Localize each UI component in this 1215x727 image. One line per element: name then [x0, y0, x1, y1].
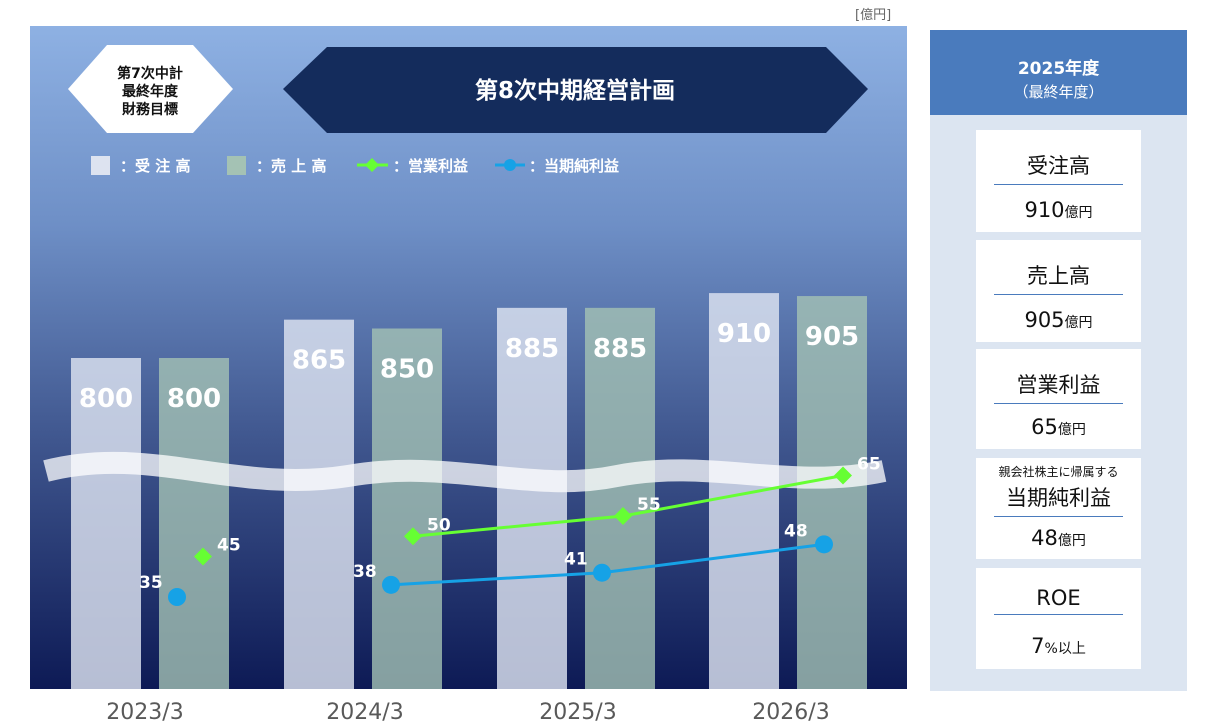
bar-value-label: 850 [380, 355, 434, 385]
summary-year: 2025年度 [1017, 59, 1100, 79]
legend-swatch-sales [227, 156, 246, 175]
operating-profit-label: 55 [637, 495, 661, 515]
card-label: 売上高 [994, 260, 1123, 295]
bar [372, 328, 442, 689]
summary-panel: 2025年度 （最終年度） 受注高 910億円 売上高 905億円 営業利益 6… [930, 30, 1187, 691]
chart: 第7次中計 最終年度 財務目標 第8次中期経営計画 ：受 注 高 ：売 上 高 ：営… [43, 45, 887, 689]
legend-label-orders: ：受 注 高 [120, 157, 190, 175]
line-series: 45 50 55 65 35 38 41 48 [139, 455, 881, 606]
card-value: 65億円 [1031, 415, 1086, 439]
card-roe: ROE 7%以上 [976, 568, 1141, 669]
summary-header: 2025年度 （最終年度） [930, 30, 1187, 115]
x-tick-label: 2023/3 [106, 700, 184, 725]
bar [284, 319, 354, 689]
unit-label: [億円] [855, 8, 892, 23]
operating-profit-point [614, 507, 632, 525]
previous-plan-badge [68, 45, 233, 133]
card-sales: 売上高 905億円 [976, 240, 1141, 342]
x-tick-label: 2025/3 [539, 700, 617, 725]
legend: ：受 注 高 ：売 上 高 ：営業利益 ：当期純利益 [91, 156, 619, 175]
net-income-point [593, 563, 611, 582]
badge-line-1: 第7次中計 [117, 65, 183, 82]
bar [497, 307, 567, 689]
legend-marker-net-income [504, 159, 516, 171]
card-value: 905億円 [1024, 308, 1093, 332]
bar-value-label: 910 [717, 319, 771, 349]
bar [71, 358, 141, 689]
card-orders: 受注高 910億円 [976, 130, 1141, 232]
legend-label-operating-profit: ：営業利益 [393, 157, 468, 175]
axis-break-wave [43, 451, 887, 493]
card-value: 7%以上 [1031, 634, 1086, 658]
bar [585, 307, 655, 689]
operating-profit-point [834, 466, 852, 485]
legend-marker-operating-profit [365, 158, 379, 172]
net-income-label: 35 [139, 573, 163, 593]
net-income-point [168, 588, 186, 606]
plan-title: 第8次中期経営計画 [475, 77, 675, 104]
operating-profit-point [404, 527, 422, 546]
badge-line-2: 最終年度 [122, 83, 179, 100]
card-operating-profit: 営業利益 65億円 [976, 349, 1141, 449]
x-tick-label: 2024/3 [326, 700, 404, 725]
bar [709, 293, 779, 689]
operating-profit-label: 65 [857, 455, 881, 475]
net-income-point [815, 535, 833, 554]
bar-value-label: 865 [292, 346, 346, 376]
legend-label-sales: ：売 上 高 [256, 157, 326, 175]
bar-series: 800 800 865 850 885 885 910 905 [71, 293, 867, 689]
legend-label-net-income: ：当期純利益 [529, 157, 619, 175]
card-value: 48億円 [1031, 526, 1086, 550]
card-net-income: 親会社株主に帰属する 当期純利益 48億円 [976, 458, 1141, 559]
card-note: 親会社株主に帰属する [998, 465, 1119, 479]
bar-value-label: 885 [505, 334, 559, 364]
bar-value-label: 800 [167, 384, 221, 414]
card-label: ROE [994, 586, 1123, 615]
operating-profit-label: 50 [427, 515, 451, 535]
net-income-label: 48 [784, 521, 808, 541]
bar [797, 296, 867, 689]
operating-profit-point [194, 547, 212, 566]
summary-sub: （最終年度） [1013, 83, 1104, 101]
legend-swatch-orders [91, 156, 110, 175]
operating-profit-label: 45 [217, 536, 241, 556]
net-income-label: 38 [353, 562, 377, 582]
badge-line-3: 財務目標 [121, 101, 178, 118]
card-value: 910億円 [1024, 198, 1093, 222]
card-label: 当期純利益 [994, 482, 1123, 517]
chart-panel: 第7次中計 最終年度 財務目標 第8次中期経営計画 ：受 注 高 ：売 上 高 ：営… [30, 26, 907, 689]
bar [159, 358, 229, 689]
net-income-point [382, 575, 400, 594]
bar-value-label: 885 [593, 334, 647, 364]
net-income-label: 41 [564, 550, 588, 570]
card-label: 営業利益 [994, 369, 1123, 404]
card-label: 受注高 [994, 150, 1123, 185]
bar-value-label: 905 [805, 322, 859, 352]
plan-title-banner [283, 47, 868, 133]
x-tick-label: 2026/3 [752, 700, 830, 725]
bar-value-label: 800 [79, 384, 133, 414]
